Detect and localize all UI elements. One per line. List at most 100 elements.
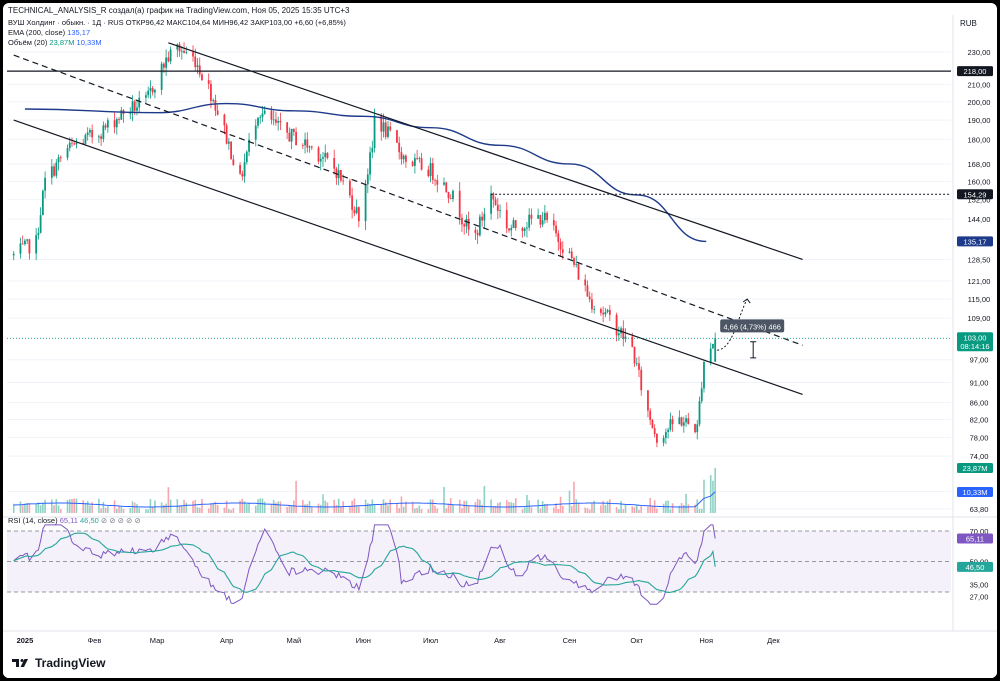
candle-body — [180, 50, 183, 52]
volume-bar — [384, 502, 387, 513]
volume-bar — [214, 501, 217, 513]
volume-bar — [411, 501, 414, 513]
candle-body — [398, 142, 401, 153]
volume-bar — [680, 503, 683, 513]
candle-body — [169, 49, 172, 62]
legend-ema-value: 135,17 — [67, 28, 91, 37]
volume-bar — [290, 505, 293, 513]
candle-body — [678, 417, 681, 425]
volume-bar — [602, 501, 604, 513]
candle-body — [463, 224, 466, 227]
volume-bar — [633, 507, 636, 513]
volume-bar — [12, 503, 15, 513]
chart-header-title: TECHNICAL_ANALYSIS_R создал(а) график на… — [8, 6, 350, 15]
volume-bar — [116, 508, 118, 513]
volume-bar — [382, 499, 385, 513]
candle-body — [568, 251, 571, 253]
candle-body — [239, 165, 241, 174]
badge-volume-ma-bg — [957, 487, 993, 497]
volume-bar — [687, 504, 690, 513]
time-tick-label: Авг — [494, 636, 506, 645]
candle-body — [91, 130, 94, 138]
candle-body — [138, 97, 141, 108]
candle-body — [21, 243, 24, 245]
candle-body — [104, 125, 107, 128]
candle-body — [248, 139, 250, 152]
volume-bar — [82, 500, 84, 513]
projection-arrow[interactable] — [717, 298, 748, 351]
channel-line-lower[interactable] — [13, 119, 803, 395]
price-tick-label: 180,00 — [968, 135, 991, 144]
candle-body — [380, 115, 383, 132]
tradingview-brand[interactable]: TradingView — [12, 656, 105, 670]
price-tick-label: 121,00 — [968, 277, 991, 286]
price-tick-label: 115,00 — [968, 295, 990, 304]
volume-bar — [196, 507, 199, 513]
volume-bar — [342, 501, 344, 513]
volume-bar — [304, 504, 306, 513]
candle-body — [656, 433, 658, 443]
rsi-tick-label: 35,00 — [970, 580, 989, 589]
candle-body — [57, 157, 60, 163]
candle-body — [201, 74, 203, 81]
candle-body — [223, 114, 226, 126]
candle-body — [559, 241, 562, 250]
volume-bar — [651, 505, 654, 513]
volume-bar — [447, 503, 450, 513]
candle-body — [465, 218, 468, 227]
candle-body — [145, 95, 147, 98]
volume-bar — [458, 499, 461, 513]
candle-body — [230, 141, 233, 160]
candle-body — [584, 279, 587, 286]
measure-tool[interactable] — [750, 341, 757, 359]
volume-bar — [405, 501, 407, 513]
legend-volume-value: 23,87M — [49, 38, 75, 47]
candle-body — [712, 343, 714, 349]
volume-bar — [210, 504, 212, 513]
candle-body — [445, 182, 448, 192]
volume-bar — [671, 503, 674, 513]
legend-symbol: ВУШ Холдинг · обыкн. · 1Д · RUS ОТКР96,4… — [8, 18, 346, 27]
volume-bar — [337, 498, 340, 513]
candle-body — [431, 163, 434, 180]
candle-body — [212, 99, 215, 101]
volume-bar — [593, 500, 595, 513]
volume-bar — [19, 501, 22, 513]
volume-bar — [588, 509, 591, 513]
candle-body — [400, 152, 403, 160]
price-tick-label: 86,00 — [970, 399, 989, 408]
volume-bar — [559, 496, 562, 513]
candle-body — [617, 333, 620, 336]
candle-body — [71, 142, 73, 144]
volume-bar — [183, 499, 185, 513]
price-tick-label: 63,80 — [970, 505, 989, 514]
price-tick-label: 152,00 — [968, 196, 991, 205]
candle-body — [351, 195, 354, 210]
volume-bar — [523, 507, 526, 513]
time-axis: 2025 Фев Мар Апр Май Июн Июл Авг Сен Окт Ноя Дек — [17, 636, 781, 645]
volume-bar — [467, 505, 470, 513]
candle-body — [26, 239, 29, 241]
candle-body — [604, 311, 607, 315]
volume-bar — [400, 496, 403, 513]
legend-symbol-name: ВУШ Холдинг · обыкн. · 1Д · RUS — [8, 18, 124, 27]
volume-bar — [275, 502, 277, 513]
candle-body — [84, 135, 87, 144]
volume-bar — [620, 500, 622, 513]
chart-canvas[interactable]: 4,66 (4,73%) 466 230,00 210,00 200,00 190,00… — [3, 3, 997, 678]
volume-bar — [55, 499, 58, 513]
volume-bar — [84, 503, 87, 513]
candle-body — [669, 419, 672, 430]
badge-volume-ma: 10,33M — [957, 487, 993, 497]
volume-bar — [89, 505, 91, 513]
channel-line-median[interactable] — [13, 54, 803, 346]
volume-bar — [387, 505, 389, 513]
candle-body — [97, 136, 100, 138]
candle-body — [382, 122, 385, 132]
volume-bar — [160, 502, 163, 513]
candle-body — [371, 148, 374, 153]
candle-body — [272, 119, 275, 121]
channel-line-upper[interactable] — [168, 42, 803, 261]
candle-body — [243, 162, 246, 177]
measure-label-text: 4,66 (4,73%) 466 — [723, 322, 781, 331]
